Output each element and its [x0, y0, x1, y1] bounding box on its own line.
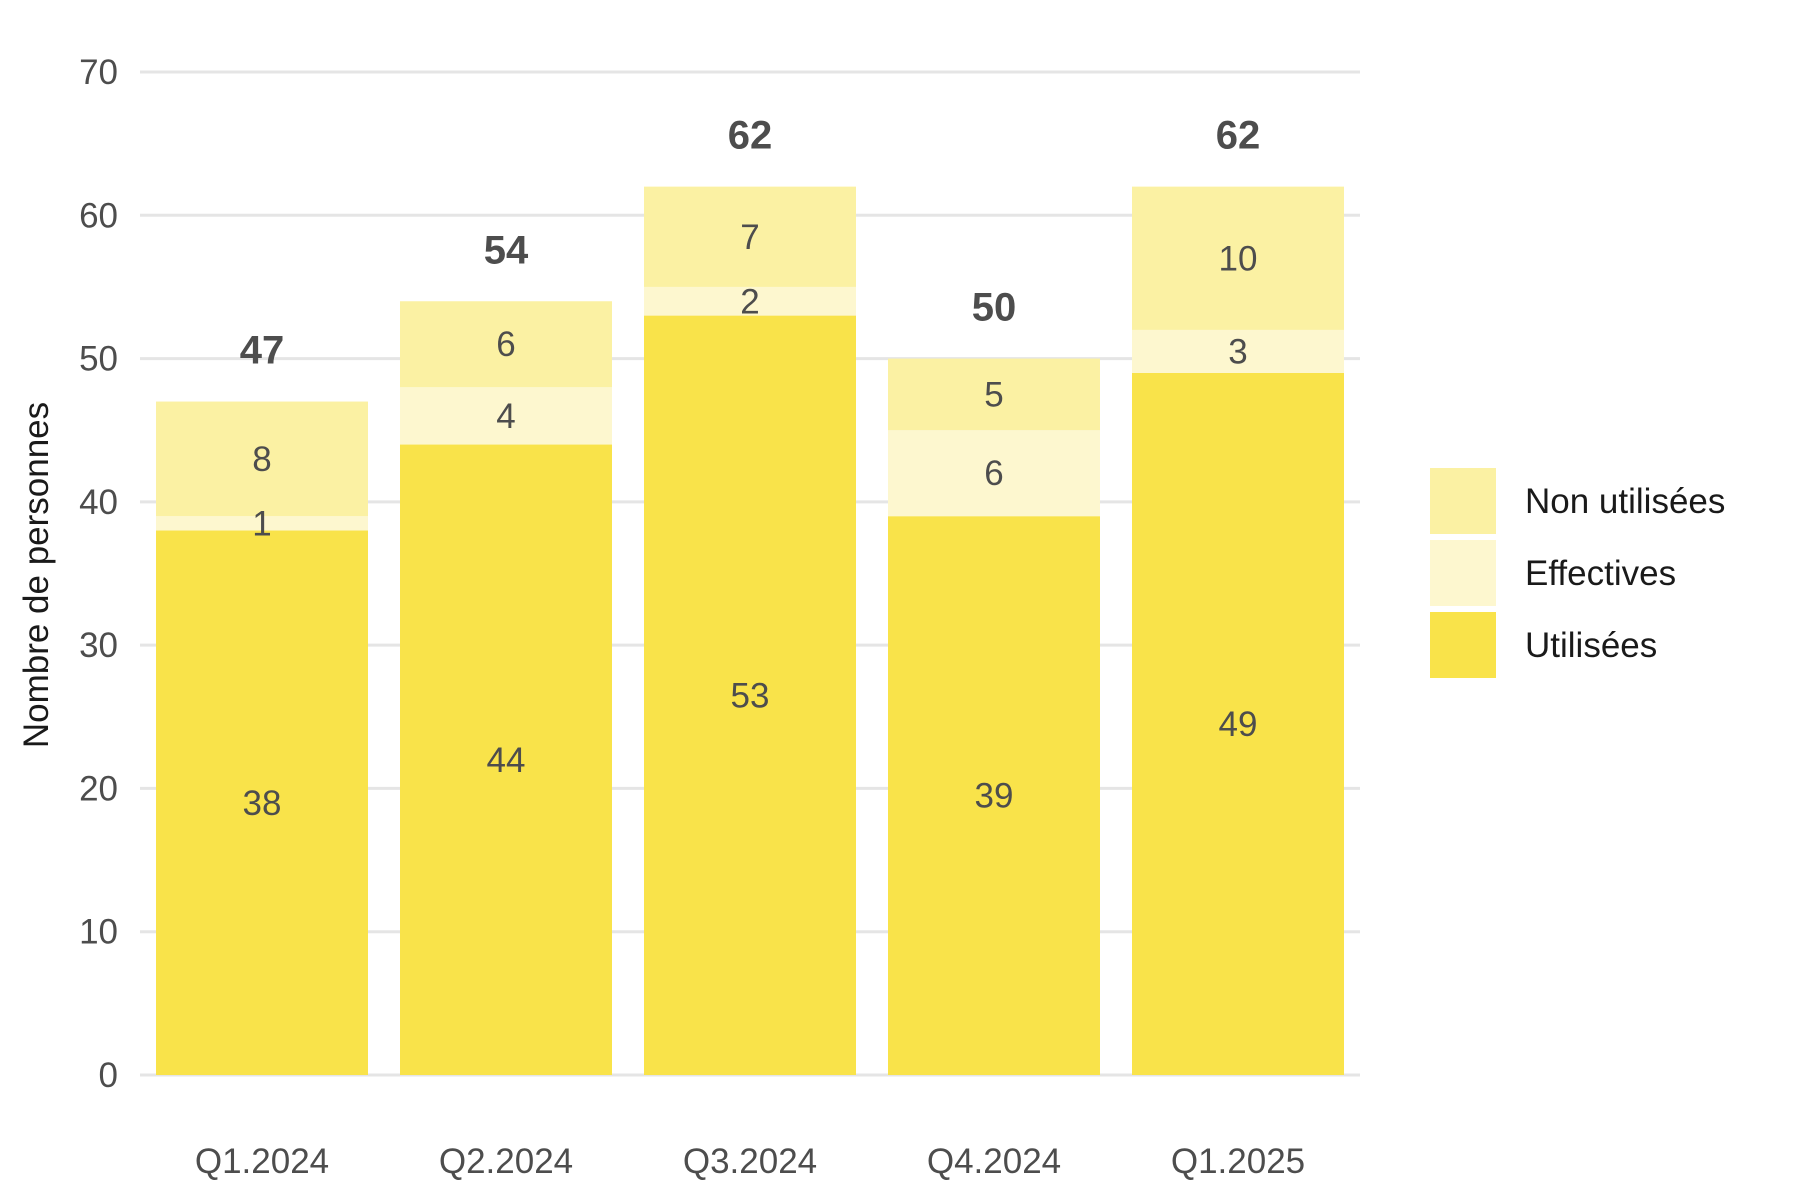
y-tick-label: 0 — [99, 1056, 118, 1095]
bar-segment — [888, 516, 1100, 1075]
y-axis-label: Nombre de personnes — [17, 402, 56, 748]
segment-value-label: 1 — [252, 504, 271, 543]
segment-value-label: 49 — [1219, 705, 1258, 744]
legend-swatch — [1430, 540, 1496, 606]
x-tick-label: Q2.2024 — [439, 1142, 573, 1181]
segment-value-label: 5 — [984, 375, 1003, 414]
total-value-label: 47 — [240, 329, 285, 373]
bar-segment — [888, 430, 1100, 517]
bar-segment — [644, 186, 856, 287]
legend-label: Non utilisées — [1525, 482, 1725, 521]
bar-segment — [644, 286, 856, 316]
legend-swatch — [1430, 612, 1496, 678]
segment-value-label: 44 — [487, 741, 526, 780]
legend-label: Utilisées — [1525, 626, 1657, 665]
x-tick-label: Q4.2024 — [927, 1142, 1061, 1181]
bar-segment — [888, 358, 1100, 431]
bar-segment — [156, 530, 368, 1075]
segment-value-label: 7 — [740, 218, 759, 257]
segment-value-label: 2 — [740, 282, 759, 321]
bar-segment — [400, 387, 612, 445]
legend-swatch — [1430, 468, 1496, 534]
bar-segment — [400, 444, 612, 1075]
y-tick-label: 30 — [79, 626, 118, 665]
bar-segment — [1132, 329, 1344, 373]
x-tick-label: Q1.2024 — [195, 1142, 329, 1181]
x-axis-ticks: Q1.2024 Q2.2024 Q3.2024 Q4.2024 Q1.2025 — [195, 1142, 1305, 1181]
segment-value-label: 39 — [975, 777, 1014, 816]
segment-value-label: 8 — [252, 440, 271, 479]
bar-segment — [1132, 372, 1344, 1075]
legend: Non utilisées Effectives Utilisées — [1430, 468, 1725, 678]
x-tick-label: Q3.2024 — [683, 1142, 817, 1181]
bar-segment — [644, 315, 856, 1076]
y-tick-label: 40 — [79, 483, 118, 522]
total-value-label: 62 — [1216, 114, 1261, 158]
segment-value-label: 4 — [496, 397, 515, 436]
y-tick-label: 50 — [79, 340, 118, 379]
bars — [156, 186, 1344, 1076]
bar-segment — [156, 401, 368, 517]
bar-segment — [156, 516, 368, 531]
segment-value-label: 6 — [496, 325, 515, 364]
y-tick-label: 20 — [79, 769, 118, 808]
segment-value-label: 3 — [1228, 332, 1247, 371]
segment-value-label: 6 — [984, 454, 1003, 493]
segment-value-label: 38 — [243, 784, 282, 823]
y-tick-label: 70 — [79, 53, 118, 92]
legend-label: Effectives — [1525, 554, 1676, 593]
y-tick-label: 60 — [79, 196, 118, 235]
y-axis-ticks: 0 10 20 30 40 50 60 70 — [79, 53, 118, 1095]
x-tick-label: Q1.2025 — [1171, 1142, 1305, 1181]
y-tick-label: 10 — [79, 913, 118, 952]
bar-segment — [400, 301, 612, 388]
total-value-label: 62 — [728, 114, 773, 158]
total-value-label: 54 — [484, 228, 529, 272]
segment-value-label: 53 — [731, 676, 770, 715]
bar-segment — [1132, 186, 1344, 330]
total-value-label: 50 — [972, 286, 1017, 330]
segment-value-label: 10 — [1219, 239, 1258, 278]
